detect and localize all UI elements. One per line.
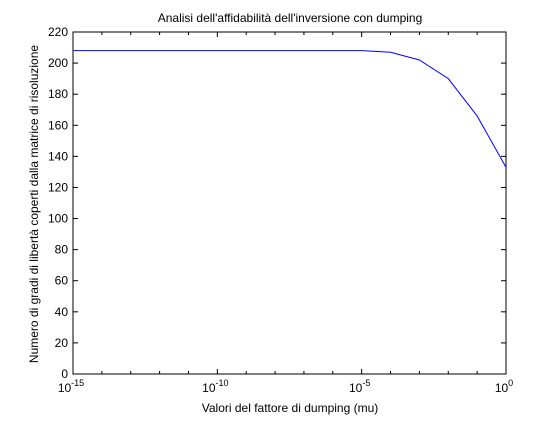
series-line: [73, 50, 507, 168]
chart-title: Analisi dell'affidabilità dell'inversion…: [158, 11, 423, 25]
plot-area: 0 20 40 60 80 100 120 140 160 180 200 220 10-15 10-10…: [48, 25, 513, 395]
y-tick-label: 40: [55, 305, 69, 319]
x-tick-label: 100: [495, 378, 513, 395]
y-tick-label: 120: [48, 180, 68, 194]
x-tick-label: 10-5: [349, 378, 370, 395]
y-tick-label: 180: [48, 87, 68, 101]
y-tick-label: 60: [55, 274, 69, 288]
y-axis-label: Numero di gradi di libertà coperti dalla…: [27, 45, 41, 363]
y-tick-label: 200: [48, 56, 68, 70]
y-tick-label: 0: [61, 367, 68, 381]
axes-box: [72, 31, 507, 375]
y-tick-label: 20: [55, 336, 69, 350]
y-tick-label: 80: [55, 243, 69, 257]
x-tick-label: 10-10: [202, 378, 228, 395]
y-tick-label: 160: [48, 118, 68, 132]
y-tick-label: 100: [48, 212, 68, 226]
y-tick-label: 140: [48, 149, 68, 163]
y-tick-label: 220: [48, 25, 68, 39]
x-axis-label: Valori del fattore di dumping (mu): [202, 401, 379, 415]
x-tick-label: 10-15: [58, 378, 84, 395]
